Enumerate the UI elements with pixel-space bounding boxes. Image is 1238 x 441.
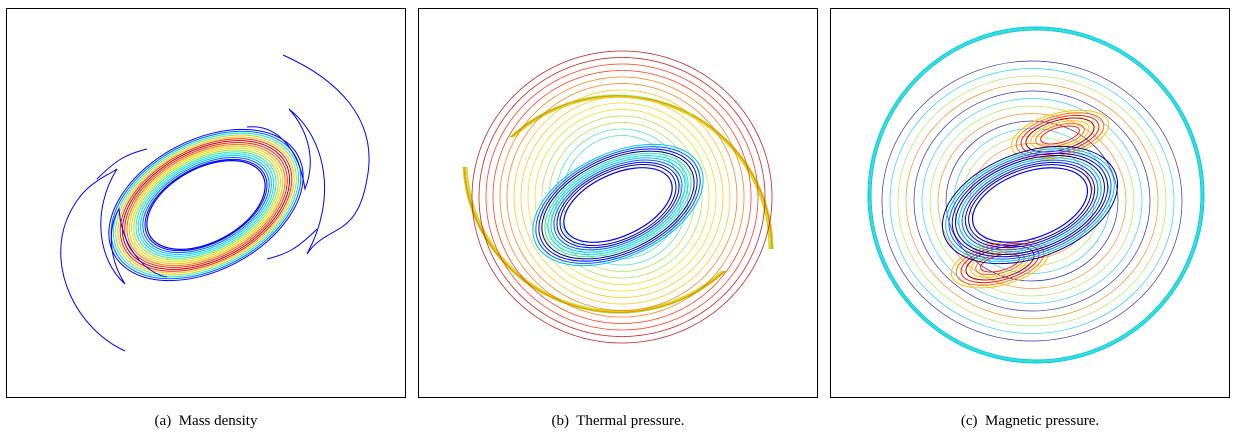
caption-mass-density: (a) Mass density (6, 413, 406, 430)
caption-magnetic-pressure: (c) Magnetic pressure. (830, 413, 1230, 430)
density-contour (126, 143, 286, 267)
magnetic-lobe-contour (1025, 117, 1095, 153)
pressure-ring-contour (556, 161, 680, 249)
pressure-shock-contour (463, 166, 726, 313)
density-contour (140, 155, 272, 255)
magnetic-lobe-contour (965, 245, 1035, 281)
density-contour (124, 142, 288, 268)
caption-thermal-pressure: (b) Thermal pressure. (418, 413, 818, 430)
density-contour (137, 153, 275, 257)
pressure-contour (541, 115, 703, 279)
density-contour (266, 228, 318, 260)
magnetic-ring-contour (941, 145, 1119, 265)
pressure-contour (485, 63, 759, 331)
density-contour (135, 151, 277, 259)
caption-text: Magnetic pressure. (985, 413, 1100, 429)
mass-density-contour-plot (60, 54, 370, 352)
pressure-contour (478, 57, 766, 337)
density-spiral-arm-lower (60, 168, 168, 352)
magnetic-contour (929, 105, 1135, 297)
magnetic-contour (881, 60, 1183, 342)
magnetic-contour (937, 113, 1127, 289)
magnetic-lobe-contour (1035, 122, 1085, 148)
magnetic-contour (889, 68, 1175, 334)
density-contour (112, 132, 300, 278)
magnetic-contour (905, 83, 1159, 319)
pressure-contour (527, 102, 717, 292)
pressure-contour (513, 89, 731, 305)
density-contour (96, 148, 148, 180)
pressure-shock-contour (466, 166, 723, 312)
magnetic-lobe-contour (970, 248, 1030, 278)
magnetic-outer-contour (868, 27, 1204, 363)
pressure-shock-contour (512, 96, 771, 250)
magnetic-contour (945, 120, 1119, 282)
panel-mass-density (6, 8, 406, 398)
magnetic-ring-contour (958, 157, 1102, 253)
pressure-shock-contour (465, 166, 724, 312)
pressure-contour (492, 70, 752, 324)
density-contour (117, 136, 295, 274)
thermal-pressure-contour-plot (462, 50, 774, 344)
pressure-ring-contour (538, 148, 698, 262)
magnetic-contour (969, 143, 1095, 259)
magnetic-ring-contour (968, 164, 1092, 246)
caption-text: Mass density (178, 413, 258, 429)
pressure-ring-contour (559, 164, 677, 246)
magnetic-contour (921, 98, 1143, 304)
density-contour (108, 128, 304, 282)
density-contour (119, 138, 293, 272)
magnetic-ring-contour (951, 152, 1109, 258)
panel-thermal-pressure (418, 8, 818, 398)
pressure-contour (506, 83, 738, 311)
density-contour (128, 145, 284, 265)
pressure-contour (534, 109, 710, 285)
pressure-ring-contour (541, 150, 695, 260)
caption-label: (b) (551, 413, 569, 429)
pressure-ring-contour (535, 146, 701, 264)
pressure-ring-contour (550, 157, 686, 253)
magnetic-contour (897, 75, 1167, 327)
magnetic-ring-contour (948, 150, 1112, 260)
density-contour (110, 130, 302, 280)
pressure-inner-contour (563, 167, 673, 243)
magnetic-outer-contour (869, 28, 1203, 362)
magnetic-lobe-contour (1030, 120, 1090, 150)
density-contour (144, 158, 268, 252)
pressure-ring-contour (544, 152, 692, 258)
magnetic-ring-contour (955, 155, 1105, 255)
magnetic-outer-contour (870, 29, 1202, 361)
magnetic-ring-contour (945, 148, 1115, 262)
caption-text: Thermal pressure. (576, 413, 685, 429)
caption-label: (a) (154, 413, 172, 429)
density-contour (121, 140, 291, 270)
magnetic-outer-contour (867, 26, 1205, 364)
pressure-shock-contour (511, 95, 772, 250)
pressure-shock-contour (513, 96, 770, 250)
density-contour (142, 156, 270, 254)
magnetic-ring-contour (961, 159, 1099, 251)
pressure-ring-contour (553, 159, 683, 251)
magnetic-ring-contour (964, 161, 1096, 249)
magnetic-pressure-contour-plot (867, 26, 1205, 364)
density-spiral-arm-upper (246, 54, 370, 255)
density-contour (130, 147, 282, 263)
pressure-shock-contour (509, 94, 774, 250)
pressure-ring-contour (547, 155, 689, 255)
magnetic-lobe-contour (1040, 125, 1080, 145)
pressure-contour (520, 96, 724, 298)
panel-magnetic-pressure (830, 8, 1230, 398)
pressure-shock-contour (462, 166, 727, 314)
pressure-contour (499, 76, 745, 318)
pressure-shock-contour (510, 95, 773, 250)
density-contour (115, 134, 297, 276)
density-inner-contour (146, 160, 266, 250)
magnetic-lobe-contour (1020, 114, 1100, 156)
caption-label: (c) (960, 413, 978, 429)
pressure-ring-contour (532, 143, 704, 267)
magnetic-contour (913, 90, 1151, 312)
density-contour (133, 149, 279, 261)
magnetic-inner-contour (971, 167, 1089, 243)
pressure-contour (471, 50, 773, 344)
